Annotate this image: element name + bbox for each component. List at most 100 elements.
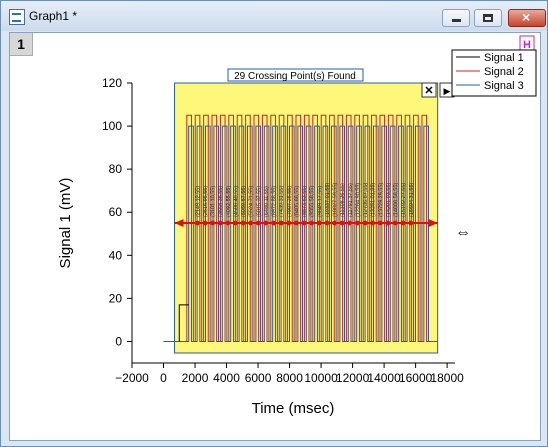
x-tick-label: 16000 — [399, 371, 433, 385]
y-tick-label: 100 — [102, 119, 122, 133]
crossing-label: (7907.25,55) — [287, 186, 293, 217]
crossing-marker[interactable] — [347, 220, 353, 226]
crossing-label: (5524.71,55) — [249, 186, 255, 217]
crossing-marker[interactable] — [309, 220, 315, 226]
crossing-marker[interactable] — [294, 220, 299, 226]
gadget-menu-icon: ▶ — [444, 86, 451, 96]
crossing-label: (14686.56,55) — [394, 183, 400, 217]
crossing-labels: (2149.12,55) (2616.95,55) (3101.10,55) (355… — [195, 183, 414, 217]
crossing-label: (7439.31,55) — [279, 186, 285, 217]
legend-box[interactable] — [451, 49, 537, 97]
legend-h-text: H — [523, 39, 531, 51]
crossing-banner-box — [227, 68, 364, 82]
graph-window-icon[interactable] — [9, 9, 25, 25]
level-arrow-left[interactable] — [174, 219, 184, 227]
gadget-close-icon: ✕ — [424, 85, 433, 97]
crossing-marker[interactable] — [385, 220, 391, 226]
crossing-marker[interactable] — [225, 220, 231, 226]
crossing-label: (12264.90,55) — [355, 183, 361, 217]
crossing-label: (11791.37,55) — [348, 183, 354, 217]
close-window-button[interactable]: × — [508, 9, 546, 27]
crossing-marker[interactable] — [278, 220, 284, 226]
crossing-marker[interactable] — [400, 220, 406, 226]
minimize-icon — [452, 19, 461, 22]
x-tick-label: −2000 — [115, 371, 149, 385]
graph-page: 1 (2149.12,55) (2616.95,55) (3101.10,55) (3… — [9, 32, 541, 441]
crossing-label: (9355.58,55) — [310, 186, 316, 217]
title-bar[interactable]: Graph1 * × — [1, 1, 547, 31]
x-tick-label: 8000 — [276, 371, 303, 385]
crossing-marker[interactable] — [339, 220, 345, 226]
maximize-icon — [483, 14, 493, 22]
crossing-label: (4586.40,55) — [233, 186, 239, 217]
crossing-marker[interactable] — [408, 220, 414, 226]
crossing-label: (9849.17,55) — [317, 186, 323, 217]
crossing-marker[interactable] — [210, 220, 216, 226]
crossing-label: (4092.55,55) — [226, 186, 232, 217]
y-tick-label: 120 — [102, 76, 122, 90]
crossing-marker[interactable] — [324, 220, 330, 226]
window-title: Graph1 * — [29, 9, 78, 23]
crossing-label: (2149.12,55) — [195, 186, 201, 217]
legend-label-2: Signal 2 — [484, 66, 524, 78]
maximize-button[interactable] — [474, 9, 502, 27]
crossing-label: (6972.88,55) — [272, 186, 278, 217]
crossing-marker[interactable] — [393, 220, 398, 226]
x-axis-label: Time (msec) — [252, 400, 335, 417]
crossing-markers — [174, 219, 438, 227]
crossing-label: (14201.93,55) — [386, 183, 392, 217]
x-tick-label: 14000 — [367, 371, 401, 385]
crossing-label: (8873.63,55) — [302, 186, 308, 217]
crossing-marker[interactable] — [240, 220, 246, 226]
y-tick-label: 0 — [115, 334, 122, 348]
legend-label-3: Signal 3 — [484, 80, 524, 92]
y-tick-label: 40 — [109, 248, 123, 262]
x-tick-label: 0 — [160, 371, 167, 385]
crossing-marker[interactable] — [233, 220, 238, 226]
x-tick-label: 6000 — [245, 371, 272, 385]
crossing-label: (3101.10,55) — [211, 186, 217, 217]
close-icon: × — [522, 9, 531, 25]
signal-2-line[interactable] — [163, 114, 438, 342]
plot-area[interactable]: (2149.12,55) (2616.95,55) (3101.10,55) (355… — [10, 33, 540, 440]
layer-tab[interactable]: 1 — [10, 33, 33, 56]
crossing-label: (15192.27,55) — [401, 183, 407, 217]
signal-1-line[interactable] — [178, 304, 189, 342]
signal-3-line[interactable] — [163, 125, 438, 342]
y-ticks: 0 20 40 60 80 100 120 — [102, 76, 132, 348]
crossing-marker[interactable] — [286, 220, 292, 226]
x-tick-label: 18000 — [430, 371, 464, 385]
crossing-label: (10337.01,55) — [325, 183, 331, 217]
y-tick-label: 20 — [109, 291, 123, 305]
level-arrow-right[interactable] — [428, 219, 438, 227]
x-tick-label: 2000 — [182, 371, 209, 385]
crossing-marker[interactable] — [255, 220, 261, 226]
minimize-button[interactable] — [442, 9, 470, 27]
crossing-marker[interactable] — [332, 220, 337, 226]
x-ticks: −2000 0 2000 4000 6000 8000 100001200014000160… — [115, 363, 464, 385]
resize-cursor-icon: ⇔ — [455, 224, 471, 241]
x-tick-label: 4000 — [213, 371, 240, 385]
series-group — [163, 114, 438, 342]
crossing-marker[interactable] — [271, 220, 276, 226]
crossing-marker[interactable] — [355, 220, 360, 226]
gadget-close-button[interactable] — [421, 82, 437, 98]
crossing-banner-text: 29 Crossing Point(s) Found — [234, 71, 356, 82]
crossing-label: (3558.38,55) — [218, 186, 224, 217]
crossing-marker[interactable] — [248, 220, 254, 226]
crossing-marker[interactable] — [362, 220, 368, 226]
y-tick-label: 60 — [109, 205, 123, 219]
crossing-marker[interactable] — [370, 220, 376, 226]
crossing-label: (10827.59,55) — [333, 183, 339, 217]
crossing-marker[interactable] — [263, 220, 269, 226]
y-axis-label: Signal 1 (mV) — [57, 178, 74, 269]
crossing-marker[interactable] — [194, 220, 200, 226]
crossing-label: (5059.67,55) — [241, 186, 247, 217]
crossing-marker[interactable] — [377, 220, 383, 226]
crossing-marker[interactable] — [217, 220, 223, 226]
crossing-marker[interactable] — [301, 220, 307, 226]
crossing-marker[interactable] — [316, 220, 322, 226]
crossing-marker[interactable] — [202, 220, 208, 226]
crossing-label: (11308.26,55) — [340, 183, 346, 217]
